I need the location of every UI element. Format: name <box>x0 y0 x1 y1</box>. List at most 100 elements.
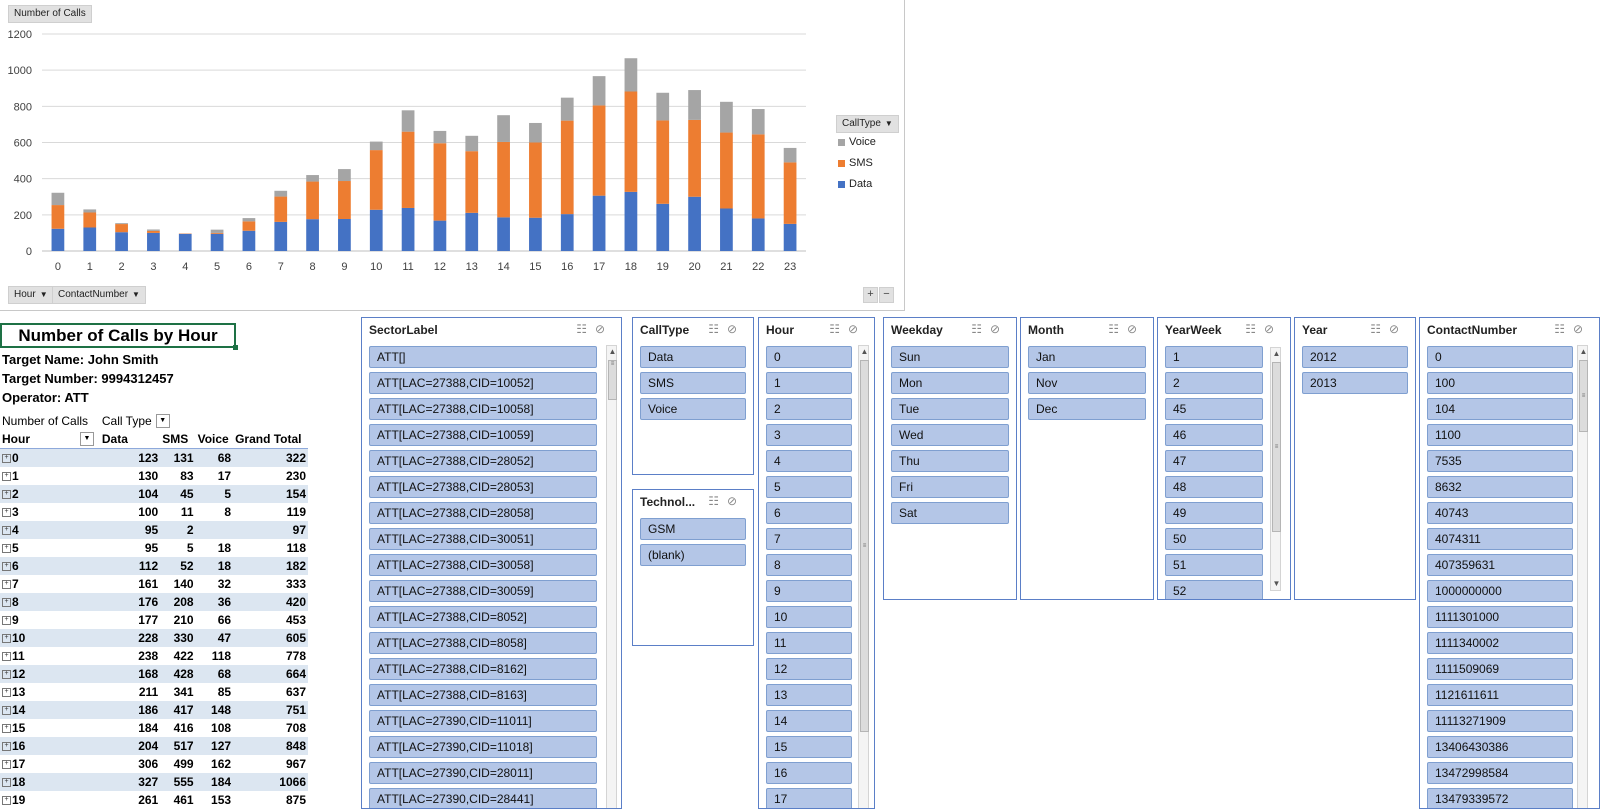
expand-row-icon[interactable]: + <box>2 562 11 572</box>
slicer-item[interactable]: Wed <box>891 424 1009 446</box>
slicer-yearweek[interactable]: YearWeek ☷⊘ ▲ ≡ ▼ 1 2 45 46 47 48 49 50 51 52 <box>1157 317 1291 600</box>
slicer-contactnumber[interactable]: ContactNumber ☷⊘ ▲ ≡ 0 100 104 1100 7535 8632… <box>1419 317 1600 809</box>
chart-value-field-button[interactable]: Number of Calls <box>8 5 92 23</box>
expand-row-icon[interactable]: + <box>2 454 11 464</box>
slicer-item[interactable]: Sat <box>891 502 1009 524</box>
slicer-technology[interactable]: Technol... ☷⊘ GSM (blank) <box>632 489 754 646</box>
expand-row-icon[interactable]: + <box>2 634 11 644</box>
expand-row-icon[interactable]: + <box>2 544 11 554</box>
expand-row-icon[interactable]: + <box>2 760 11 770</box>
slicer-item[interactable]: Mon <box>891 372 1009 394</box>
slicer-item[interactable]: ATT[LAC=27388,CID=30059] <box>369 580 597 602</box>
slicer-item[interactable]: (blank) <box>640 544 746 566</box>
pivot-row[interactable]: +4 95 2 97 <box>0 521 308 539</box>
expand-row-icon[interactable]: + <box>2 742 11 752</box>
pivot-row[interactable]: +10 228 330 47 605 <box>0 629 308 647</box>
expand-row-icon[interactable]: + <box>2 670 11 680</box>
slicer-item[interactable]: Jan <box>1028 346 1146 368</box>
slicer-item[interactable]: Tue <box>891 398 1009 420</box>
fill-handle[interactable] <box>233 345 238 350</box>
expand-row-icon[interactable]: + <box>2 796 11 806</box>
scroll-up-arrow-icon[interactable]: ▲ <box>1272 349 1281 358</box>
slicer-item[interactable]: 13406430386 <box>1427 736 1573 758</box>
pivot-row[interactable]: +2 104 45 5 154 <box>0 485 308 503</box>
scroll-up-arrow-icon[interactable]: ▲ <box>1579 347 1588 356</box>
slicer-item[interactable]: 1111509069 <box>1427 658 1573 680</box>
collapse-field-button[interactable]: − <box>879 287 894 303</box>
slicer-item[interactable]: ATT[LAC=27388,CID=30051] <box>369 528 597 550</box>
slicer-item[interactable]: 1000000000 <box>1427 580 1573 602</box>
slicer-item[interactable]: ATT[LAC=27390,CID=28011] <box>369 762 597 784</box>
slicer-item[interactable]: ATT[LAC=27390,CID=11018] <box>369 736 597 758</box>
slicer-item[interactable]: 7535 <box>1427 450 1573 472</box>
slicer-item[interactable]: 4 <box>766 450 852 472</box>
pivot-row[interactable]: +17 306 499 162 967 <box>0 755 308 773</box>
axis-contactnumber-field-button[interactable]: ContactNumber ▼ <box>52 286 146 304</box>
slicer-item[interactable]: Data <box>640 346 746 368</box>
expand-row-icon[interactable]: + <box>2 526 11 536</box>
slicer-item[interactable]: 13472998584 <box>1427 762 1573 784</box>
slicer-scrollbar[interactable]: ▲ ≡ <box>1577 345 1588 808</box>
slicer-item[interactable]: 15 <box>766 736 852 758</box>
scroll-up-arrow-icon[interactable]: ▲ <box>608 347 617 356</box>
slicer-item[interactable]: Dec <box>1028 398 1146 420</box>
slicer-item[interactable]: ATT[LAC=27390,CID=11011] <box>369 710 597 732</box>
slicer-item[interactable]: ATT[LAC=27388,CID=28052] <box>369 450 597 472</box>
slicer-scrollbar[interactable]: ▲ ≡ <box>606 345 617 808</box>
slicer-item[interactable]: 10 <box>766 606 852 628</box>
pivot-table[interactable]: Number of Calls Call Type ▼ Hour ▼ Data SM… <box>0 412 308 809</box>
slicer-item[interactable]: 52 <box>1165 580 1263 599</box>
slicer-item[interactable]: 13 <box>766 684 852 706</box>
slicer-item[interactable]: 13479339572 <box>1427 788 1573 808</box>
pivot-row[interactable]: +5 95 5 18 118 <box>0 539 308 557</box>
slicer-multiselect-and-clear-filter-icons[interactable]: ☷⊘ <box>708 494 745 508</box>
slicer-item[interactable]: 17 <box>766 788 852 808</box>
slicer-item[interactable]: 2013 <box>1302 372 1408 394</box>
slicer-item[interactable]: 407359631 <box>1427 554 1573 576</box>
pivot-row[interactable]: +7 161 140 32 333 <box>0 575 308 593</box>
slicer-item[interactable]: 16 <box>766 762 852 784</box>
slicer-multiselect-and-clear-filter-icons[interactable]: ☷⊘ <box>576 322 613 336</box>
slicer-item[interactable]: ATT[LAC=27390,CID=28441] <box>369 788 597 808</box>
slicer-multiselect-and-clear-filter-icons[interactable]: ☷⊘ <box>1370 322 1407 336</box>
expand-row-icon[interactable]: + <box>2 688 11 698</box>
expand-row-icon[interactable]: + <box>2 652 11 662</box>
pivot-row[interactable]: +0 123 131 68 322 <box>0 448 308 467</box>
slicer-item[interactable]: 100 <box>1427 372 1573 394</box>
slicer-item[interactable]: 48 <box>1165 476 1263 498</box>
slicer-item[interactable]: 7 <box>766 528 852 550</box>
column-filter-dropdown-icon[interactable]: ▼ <box>155 414 170 429</box>
slicer-item[interactable]: 2 <box>766 398 852 420</box>
slicer-multiselect-and-clear-filter-icons[interactable]: ☷⊘ <box>1108 322 1145 336</box>
slicer-item[interactable]: 8632 <box>1427 476 1573 498</box>
slicer-item[interactable]: 1121611611 <box>1427 684 1573 706</box>
slicer-item[interactable]: 4074311 <box>1427 528 1573 550</box>
expand-row-icon[interactable]: + <box>2 616 11 626</box>
pivot-row[interactable]: +1 130 83 17 230 <box>0 467 308 485</box>
scroll-up-arrow-icon[interactable]: ▲ <box>860 347 869 356</box>
scroll-thumb[interactable]: ≡ <box>1579 360 1588 432</box>
pivot-row[interactable]: +19 261 461 153 875 <box>0 791 308 809</box>
slicer-item[interactable]: 51 <box>1165 554 1263 576</box>
slicer-sectorlabel[interactable]: SectorLabel ☷⊘ ▲ ≡ ATT[] ATT[LAC=27388,CI… <box>361 317 622 809</box>
pivot-row[interactable]: +15 184 416 108 708 <box>0 719 308 737</box>
slicer-multiselect-and-clear-filter-icons[interactable]: ☷⊘ <box>1554 322 1591 336</box>
slicer-item[interactable]: 46 <box>1165 424 1263 446</box>
slicer-item[interactable]: 1 <box>1165 346 1263 368</box>
slicer-item[interactable]: ATT[LAC=27388,CID=10052] <box>369 372 597 394</box>
slicer-scrollbar[interactable]: ▲ ≡ <box>858 345 869 808</box>
slicer-item[interactable]: 12 <box>766 658 852 680</box>
expand-row-icon[interactable]: + <box>2 490 11 500</box>
slicer-item[interactable]: Thu <box>891 450 1009 472</box>
slicer-item[interactable]: Fri <box>891 476 1009 498</box>
row-filter-dropdown-icon[interactable]: ▼ <box>80 432 94 447</box>
slicer-item[interactable]: 0 <box>766 346 852 368</box>
pivot-chart[interactable]: Number of Calls 0 200 400 600 800 1000 1200 0 1 2… <box>0 0 905 311</box>
slicer-item[interactable]: Nov <box>1028 372 1146 394</box>
expand-row-icon[interactable]: + <box>2 508 11 518</box>
slicer-item[interactable]: GSM <box>640 518 746 540</box>
slicer-scrollbar[interactable]: ▲ ≡ ▼ <box>1270 347 1281 591</box>
expand-row-icon[interactable]: + <box>2 580 11 590</box>
pivot-row[interactable]: +13 211 341 85 637 <box>0 683 308 701</box>
slicer-item[interactable]: 104 <box>1427 398 1573 420</box>
